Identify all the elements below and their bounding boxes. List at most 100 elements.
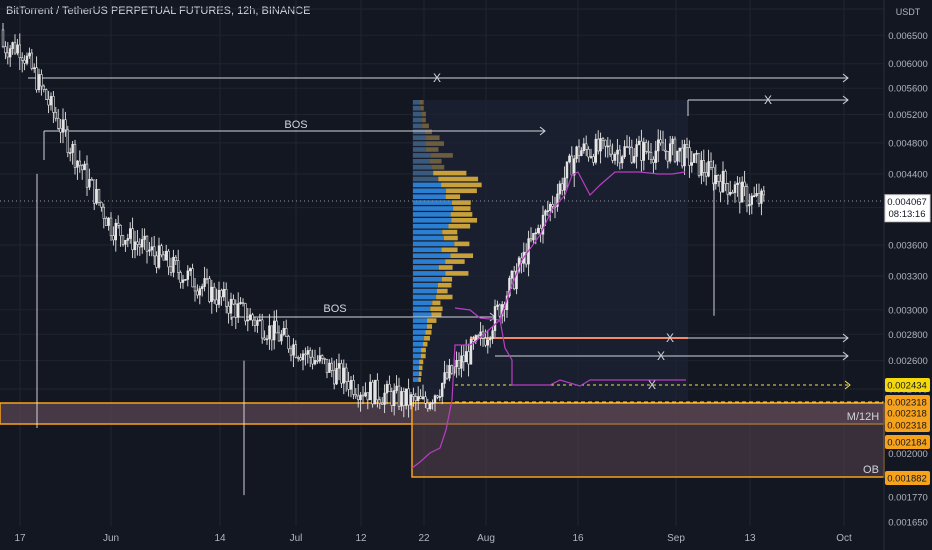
volume-bar-down	[425, 141, 444, 146]
candle-body	[654, 150, 658, 163]
candle-body	[745, 186, 749, 207]
volume-bar-up	[413, 371, 419, 376]
candle-body	[102, 206, 106, 219]
volume-bar-up	[413, 206, 454, 211]
liquidity-line-top-arrowhead	[842, 73, 849, 83]
candle-body	[169, 266, 173, 273]
candle-body	[325, 358, 329, 373]
candle-body	[97, 189, 101, 203]
volume-bar-up	[413, 105, 421, 111]
candle-body	[644, 142, 648, 152]
candle-body	[618, 149, 622, 164]
candle-body	[81, 165, 84, 171]
candle-body	[1, 29, 5, 47]
candle-body	[376, 379, 379, 401]
candle-body	[721, 170, 725, 193]
candle-body	[289, 348, 293, 356]
volume-bar-down	[422, 117, 426, 123]
candle-body	[412, 394, 415, 397]
volume-bar-down	[441, 247, 458, 253]
volume-bar-up	[413, 288, 437, 294]
candle-body	[352, 380, 355, 395]
candle-body	[133, 241, 137, 251]
candle-body	[616, 149, 619, 155]
candle-body	[119, 224, 122, 237]
volume-bar-down	[438, 176, 479, 182]
candle-body	[52, 96, 55, 113]
candle-body	[155, 255, 158, 268]
candle-body	[493, 306, 497, 331]
candle-body	[23, 59, 26, 64]
candle-body	[88, 179, 91, 188]
time-tick-label: Jun	[103, 533, 119, 544]
candle-body	[524, 251, 528, 265]
volume-bar-down	[423, 341, 428, 347]
volume-bar-down	[436, 288, 448, 294]
candle-body	[71, 143, 74, 153]
volume-bar-up	[413, 282, 438, 288]
candle-body	[150, 246, 153, 251]
candle-body	[337, 363, 341, 369]
candle-body	[599, 138, 602, 152]
bos-line-upper-arrowhead	[539, 126, 546, 136]
candle-body	[445, 372, 449, 379]
candle-body	[414, 396, 417, 401]
volume-bar-down	[445, 194, 461, 199]
candle-body	[165, 250, 168, 261]
candle-body	[630, 146, 634, 163]
candle-body	[601, 138, 605, 141]
candle-body	[426, 402, 429, 409]
candle-body	[294, 344, 297, 358]
order-block-zone	[411, 402, 885, 478]
currency-label: USDT	[896, 7, 921, 17]
volume-bar-down	[427, 318, 437, 323]
candle-body	[112, 235, 115, 241]
volume-bar-up	[413, 377, 419, 382]
candle-body	[536, 227, 540, 234]
candle-body	[213, 286, 216, 301]
candle-body	[738, 182, 742, 203]
candle-body	[138, 244, 141, 248]
candle-body	[136, 241, 139, 245]
candle-body	[623, 146, 626, 157]
volume-bar-down	[437, 282, 452, 288]
price-tick-label: 0.003000	[888, 305, 928, 316]
candle-body	[604, 139, 607, 147]
volume-bar-down	[451, 218, 478, 223]
candle-body	[174, 256, 177, 262]
candle-body	[448, 365, 451, 379]
candle-body	[251, 314, 254, 321]
time-tick-label: 17	[14, 533, 26, 544]
annotation-x: X	[433, 71, 441, 85]
candle-body	[359, 394, 362, 401]
annotation-ob: OB	[863, 464, 879, 476]
candle-body	[402, 391, 405, 406]
volume-bar-up	[413, 188, 447, 194]
price-tick-label: 0.004800	[888, 138, 928, 149]
volume-profile	[413, 100, 482, 382]
volume-bar-up	[413, 100, 420, 105]
volume-bar-up	[413, 247, 442, 253]
volume-bar-down	[438, 265, 453, 270]
candle-body	[210, 286, 213, 302]
time-tick-label: Oct	[836, 533, 852, 544]
candle-body	[186, 270, 189, 280]
price-label-badge	[885, 435, 930, 449]
candle-body	[73, 143, 77, 168]
candle-body	[397, 385, 401, 407]
candle-body	[743, 181, 746, 187]
candle-body	[263, 337, 266, 340]
candle-body	[347, 381, 350, 390]
candle-body	[570, 155, 574, 176]
candle-body	[700, 160, 703, 176]
candle-body	[421, 396, 425, 399]
candle-body	[647, 151, 650, 153]
candle-body	[124, 240, 127, 245]
candle-body	[13, 42, 17, 54]
volume-bar-up	[413, 135, 427, 140]
candle-body	[205, 278, 209, 280]
candle-body	[239, 302, 242, 304]
candle-body	[126, 238, 130, 241]
candle-body	[724, 170, 727, 184]
